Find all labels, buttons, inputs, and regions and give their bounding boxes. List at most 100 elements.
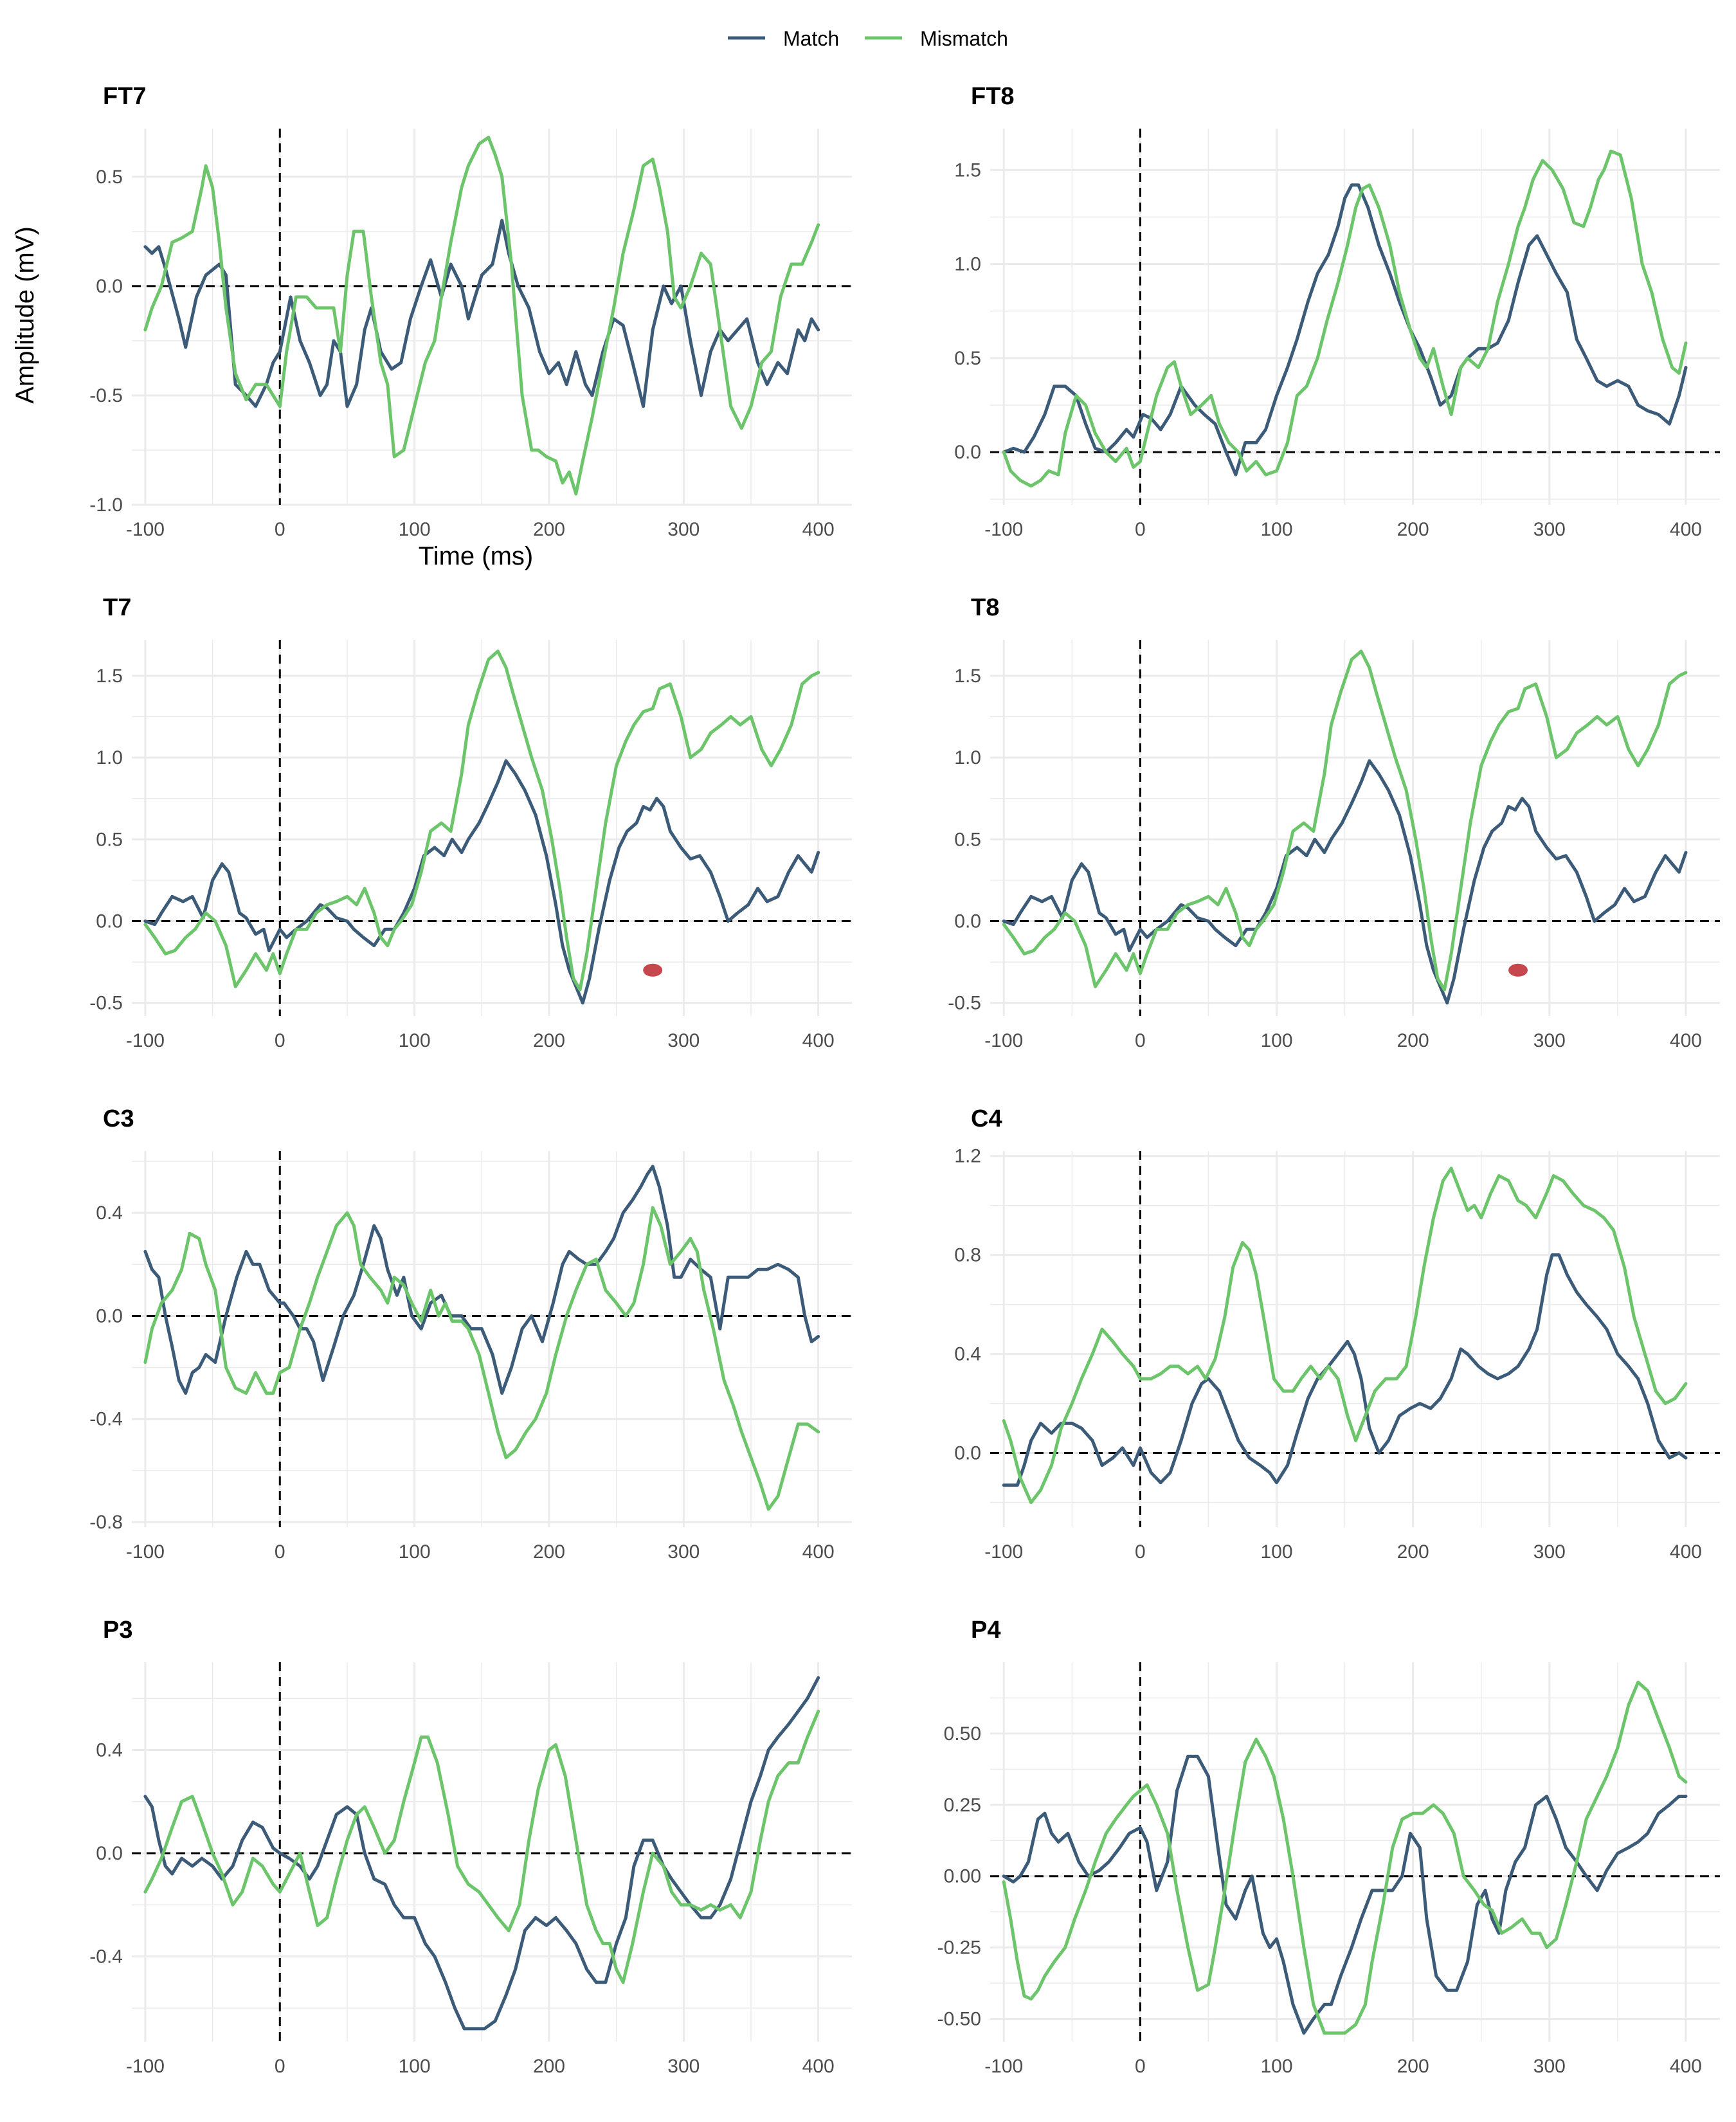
x-tick-label: 0 bbox=[1135, 1541, 1146, 1563]
series-line-match bbox=[1002, 759, 1688, 1005]
x-tick-label: 300 bbox=[1533, 1030, 1566, 1051]
y-tick-label: 0.4 bbox=[96, 1739, 123, 1761]
y-tick-label: 0.50 bbox=[944, 1723, 981, 1745]
panel-title: C4 bbox=[971, 1105, 1002, 1132]
y-tick-label: 1.0 bbox=[954, 254, 981, 275]
x-tick-label: 200 bbox=[533, 1541, 565, 1563]
y-tick-label: -0.4 bbox=[89, 1409, 123, 1430]
series-line-mismatch bbox=[143, 136, 820, 496]
panel-t7-major-grid bbox=[132, 640, 852, 1016]
y-tick-label: 1.0 bbox=[954, 747, 981, 768]
y-tick-label: 0.5 bbox=[96, 829, 123, 850]
y-axis-label: Amplitude (mV) bbox=[11, 226, 39, 404]
y-tick-label: 0.0 bbox=[954, 911, 981, 932]
y-tick-label: 0.8 bbox=[954, 1245, 981, 1266]
legend-label-mismatch: Mismatch bbox=[920, 27, 1008, 50]
x-tick-label: 200 bbox=[1397, 2056, 1429, 2077]
panel-t7-minor-grid bbox=[132, 640, 852, 1016]
y-tick-label: 1.5 bbox=[954, 159, 981, 181]
x-tick-label: 200 bbox=[533, 2056, 565, 2077]
panel-ft7-major-grid bbox=[132, 129, 852, 506]
y-tick-label: 0.0 bbox=[96, 911, 123, 932]
panel-p3-major-grid bbox=[132, 1662, 852, 2042]
legend: Match Mismatch bbox=[728, 27, 1008, 50]
x-tick-label: 0 bbox=[1135, 1030, 1146, 1051]
panel-c3-minor-grid bbox=[132, 1151, 852, 1527]
x-tick-label: 300 bbox=[667, 2056, 700, 2077]
y-tick-label: 0.5 bbox=[954, 348, 981, 369]
x-tick-label: -100 bbox=[984, 1030, 1023, 1051]
y-tick-label: -0.5 bbox=[948, 993, 981, 1014]
x-tick-label: 200 bbox=[1397, 1030, 1429, 1051]
panel-title: P4 bbox=[971, 1617, 1000, 1644]
series-line-match bbox=[1002, 183, 1688, 476]
x-tick-label: 400 bbox=[802, 2056, 835, 2077]
y-tick-label: 0.4 bbox=[96, 1202, 123, 1224]
x-tick-label: 400 bbox=[1670, 519, 1702, 540]
series-line-mismatch bbox=[143, 1206, 820, 1511]
legend-label-match: Match bbox=[783, 27, 839, 50]
panel-t8-minor-grid bbox=[990, 640, 1720, 1016]
x-tick-label: 300 bbox=[1533, 1541, 1566, 1563]
panel-t8: -100 0 100 200 300 400 -0.5 0.0 0.5 1.0 1.5 T8 bbox=[948, 594, 1720, 1051]
x-tick-label: -100 bbox=[126, 519, 165, 540]
y-tick-label: -0.5 bbox=[89, 993, 123, 1014]
y-tick-label: -0.4 bbox=[89, 1946, 123, 1968]
x-tick-label: -100 bbox=[126, 2056, 165, 2077]
x-tick-label: 300 bbox=[667, 519, 700, 540]
y-tick-label: -1.0 bbox=[89, 494, 123, 516]
x-tick-label: 100 bbox=[399, 519, 431, 540]
x-tick-label: 0 bbox=[275, 1541, 285, 1563]
x-tick-label: 100 bbox=[1260, 519, 1292, 540]
x-tick-label: 200 bbox=[1397, 1541, 1429, 1563]
panel-t8-major-grid bbox=[990, 640, 1720, 1016]
y-tick-label: 1.0 bbox=[96, 747, 123, 768]
x-tick-label: 100 bbox=[399, 1030, 431, 1051]
panel-title: P3 bbox=[103, 1617, 132, 1644]
series-line-mismatch bbox=[143, 1709, 820, 1984]
x-tick-label: 400 bbox=[802, 519, 835, 540]
series-line-match bbox=[1002, 1253, 1688, 1487]
x-tick-label: -100 bbox=[984, 519, 1023, 540]
panel-p3-minor-grid bbox=[132, 1662, 852, 2042]
panel-c4: -100 0 100 200 300 400 0.0 0.4 0.8 1.2 C4 bbox=[954, 1105, 1720, 1563]
x-tick-label: 100 bbox=[399, 1541, 431, 1563]
x-tick-label: 100 bbox=[399, 2056, 431, 2077]
x-tick-label: 200 bbox=[1397, 519, 1429, 540]
panel-ft7-minor-grid bbox=[132, 129, 852, 505]
panel-t7: -100 0 100 200 300 400 -0.5 0.0 0.5 1.0 1.5 T7 bbox=[89, 594, 852, 1051]
x-tick-label: 100 bbox=[1260, 1030, 1292, 1051]
panel-c3: -100 0 100 200 300 400 -0.8 -0.4 0.0 0.4 C3 bbox=[89, 1105, 852, 1563]
significance-marker bbox=[643, 963, 663, 977]
panel-c4-minor-grid bbox=[990, 1151, 1720, 1527]
series-line-mismatch bbox=[1002, 1680, 1688, 2035]
series-line-mismatch bbox=[1002, 149, 1688, 488]
y-tick-label: 0.0 bbox=[954, 1443, 981, 1464]
panels: -100 0 100 200 300 400 -1.0 -0.5 0.0 0.5 FT7 -100 0 1… bbox=[89, 83, 1720, 2077]
x-axis-label: Time (ms) bbox=[419, 542, 533, 570]
series-line-match bbox=[143, 759, 820, 1005]
series-line-match bbox=[1002, 1754, 1688, 2035]
x-tick-label: -100 bbox=[984, 1541, 1023, 1563]
x-tick-label: -100 bbox=[126, 1541, 165, 1563]
x-tick-label: 300 bbox=[1533, 2056, 1566, 2077]
panel-title: C3 bbox=[103, 1105, 134, 1132]
x-tick-label: 300 bbox=[667, 1541, 700, 1563]
y-tick-label: 0.25 bbox=[944, 1795, 981, 1816]
x-tick-label: 0 bbox=[275, 2056, 285, 2077]
y-tick-label: -0.25 bbox=[937, 1937, 981, 1959]
y-tick-label: 0.0 bbox=[954, 442, 981, 463]
x-tick-label: 0 bbox=[1135, 519, 1146, 540]
x-tick-label: 300 bbox=[1533, 519, 1566, 540]
x-tick-label: 0 bbox=[275, 1030, 285, 1051]
panel-title: T7 bbox=[103, 594, 131, 621]
x-tick-label: -100 bbox=[984, 2056, 1023, 2077]
x-tick-label: 400 bbox=[802, 1030, 835, 1051]
x-tick-label: 300 bbox=[667, 1030, 700, 1051]
y-tick-label: 0.4 bbox=[954, 1344, 981, 1365]
panel-title: FT7 bbox=[103, 83, 147, 110]
x-tick-label: 400 bbox=[802, 1541, 835, 1563]
x-tick-label: 400 bbox=[1670, 2056, 1702, 2077]
series-line-mismatch bbox=[1002, 649, 1688, 992]
x-tick-label: 400 bbox=[1670, 1030, 1702, 1051]
